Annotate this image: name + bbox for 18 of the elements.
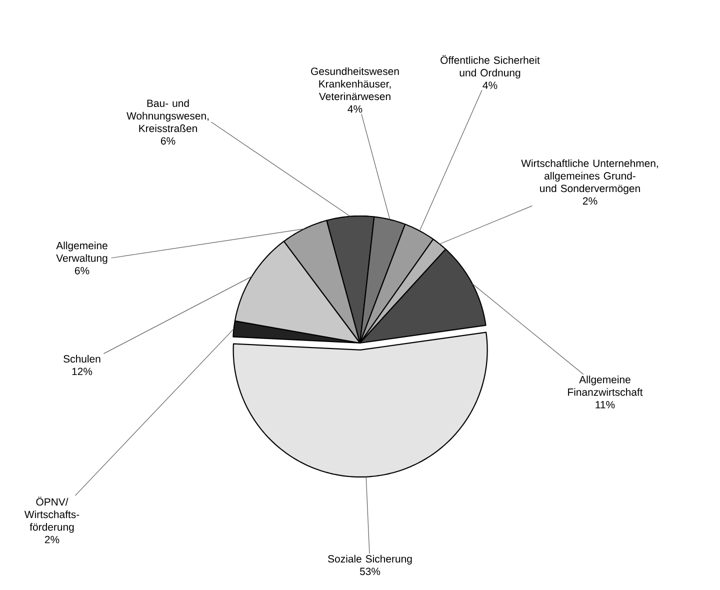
slice-label: ÖPNV/ Wirtschafts- förderung — [24, 496, 80, 533]
data-label: 2% — [44, 536, 60, 544]
data-label: 11% — [596, 401, 615, 408]
slice-label: Allgemeine Verwaltung — [56, 242, 108, 264]
data-label: 12% — [72, 368, 92, 376]
data-label: 6% — [160, 137, 176, 145]
data-label: 4% — [482, 82, 498, 89]
slice-label: Soziale Sicherung — [328, 554, 412, 565]
slice-label: Wirtschaftliche Unternehmen, allgemeines Grund- und Sondervermögen — [521, 159, 658, 194]
slice-label: Allgemeine Finanzwirtschaft — [568, 376, 643, 396]
data-label: 4% — [348, 105, 362, 113]
slice-label: Bau- und Wohnungswesen, Kreisstraßen — [126, 99, 209, 132]
slice-label: Öffentliche Sicherheit und Ordnung — [440, 55, 540, 79]
slice-label: Gesundheitswesen Krankenhäuser, Veterinärwesen — [311, 67, 399, 100]
data-label: 2% — [582, 197, 598, 205]
slice-label: Schulen — [64, 354, 100, 363]
data-label: 53% — [360, 568, 380, 576]
data-label: 6% — [74, 266, 90, 274]
